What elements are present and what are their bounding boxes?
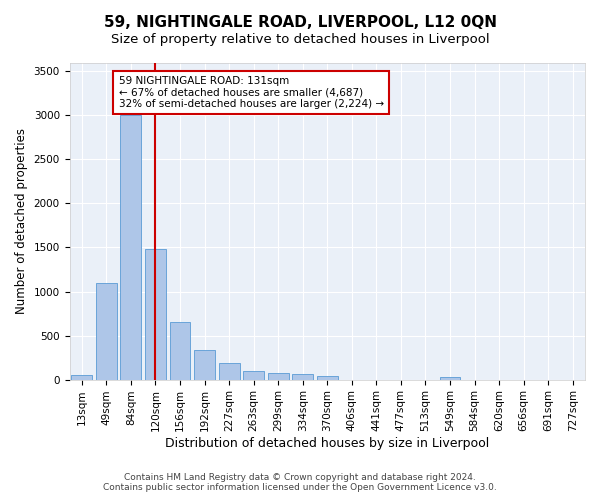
Bar — [145, 249, 166, 380]
Text: Contains HM Land Registry data © Crown copyright and database right 2024.
Contai: Contains HM Land Registry data © Crown c… — [103, 473, 497, 492]
Bar — [121, 116, 142, 380]
Text: 59 NIGHTINGALE ROAD: 131sqm
← 67% of detached houses are smaller (4,687)
32% of : 59 NIGHTINGALE ROAD: 131sqm ← 67% of det… — [119, 76, 384, 109]
Text: 59, NIGHTINGALE ROAD, LIVERPOOL, L12 0QN: 59, NIGHTINGALE ROAD, LIVERPOOL, L12 0QN — [104, 15, 497, 30]
Bar — [218, 363, 239, 380]
Bar — [243, 371, 264, 380]
Bar — [268, 372, 289, 380]
Y-axis label: Number of detached properties: Number of detached properties — [15, 128, 28, 314]
Bar — [194, 350, 215, 380]
Bar — [440, 377, 460, 380]
Bar — [170, 322, 190, 380]
Text: Size of property relative to detached houses in Liverpool: Size of property relative to detached ho… — [110, 32, 490, 46]
X-axis label: Distribution of detached houses by size in Liverpool: Distribution of detached houses by size … — [165, 437, 490, 450]
Bar — [317, 376, 338, 380]
Bar — [96, 282, 117, 380]
Bar — [71, 375, 92, 380]
Bar — [292, 374, 313, 380]
